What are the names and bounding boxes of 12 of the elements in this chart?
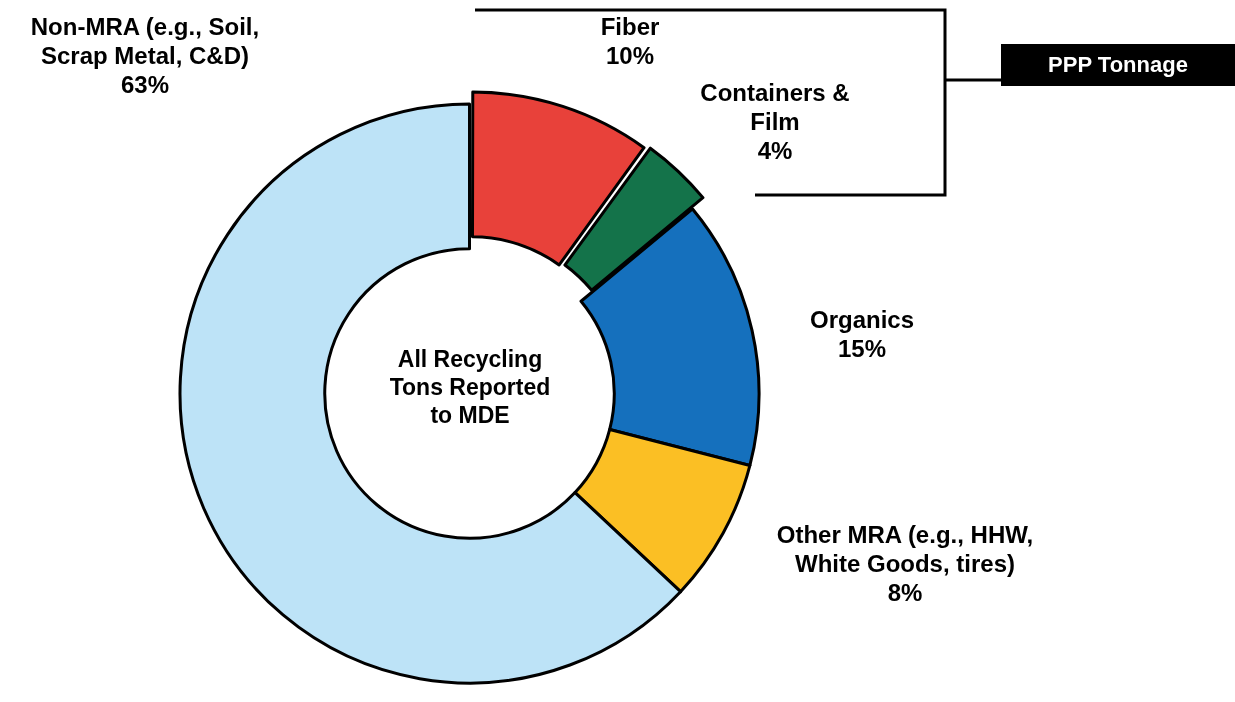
slice-label: Organics xyxy=(808,305,915,334)
text: All Recycling Tons Reported to MDE xyxy=(388,345,552,429)
data-label: 4% xyxy=(756,136,794,165)
data-label: 8% xyxy=(886,578,924,607)
slice-label: Fiber xyxy=(599,12,661,41)
slice-label: Non-MRA (e.g., Soil, Scrap Metal, C&D) xyxy=(29,12,261,70)
slice-label: Containers & Film xyxy=(700,78,850,136)
data-label: 15% xyxy=(836,334,887,363)
data-label: 63% xyxy=(119,70,170,99)
text: PPP Tonnage xyxy=(1001,44,1235,86)
data-label: 10% xyxy=(604,41,655,70)
slice-label: Other MRA (e.g., HHW, White Goods, tires) xyxy=(775,520,1035,578)
